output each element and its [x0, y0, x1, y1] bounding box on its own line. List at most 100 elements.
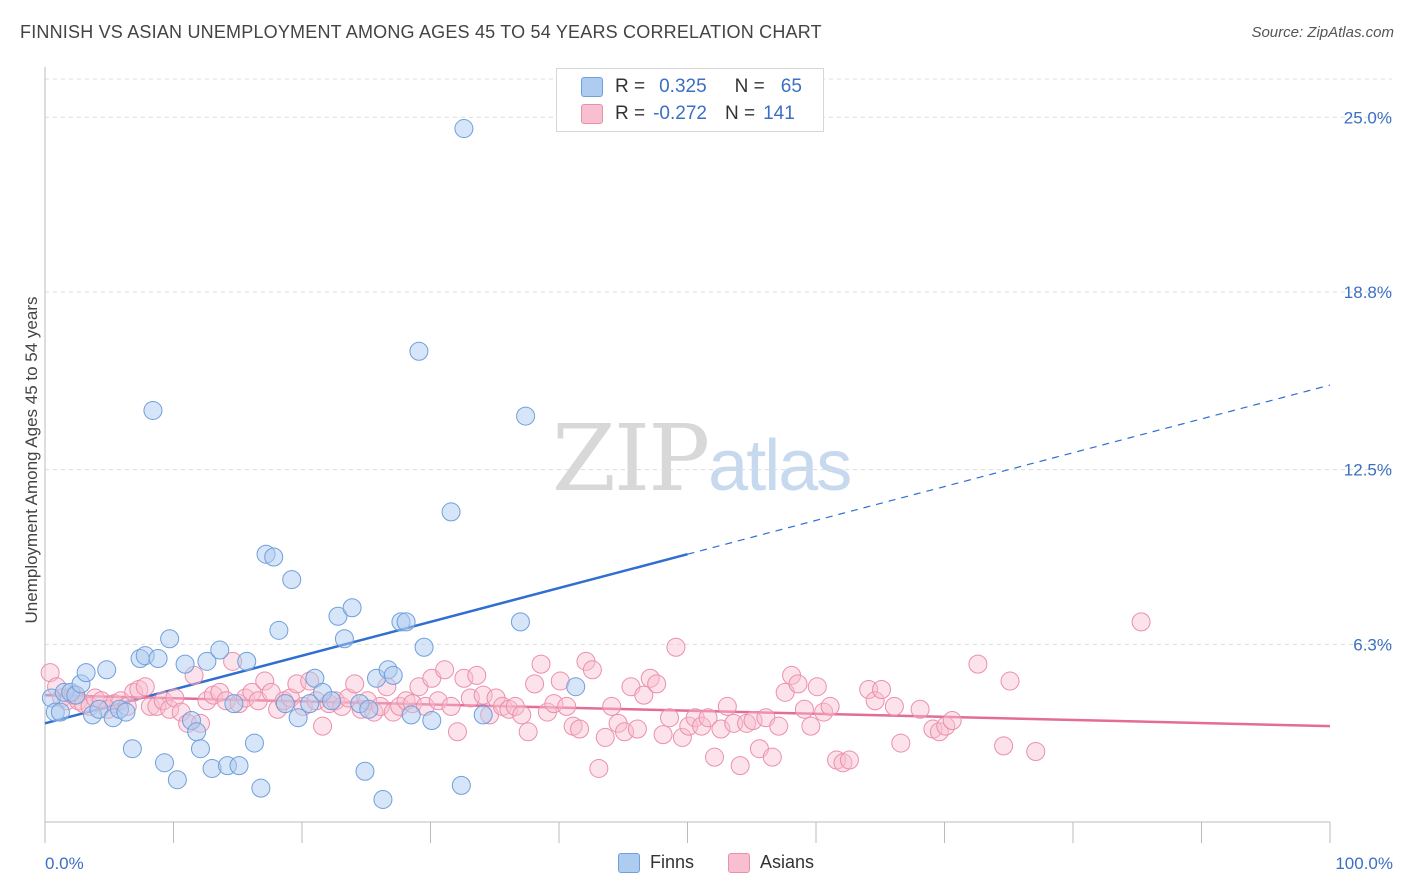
bottom-legend-finns: Finns	[618, 852, 694, 873]
finns-point	[175, 654, 195, 674]
watermark-zip: ZIP	[552, 405, 710, 512]
asians-point	[441, 696, 461, 716]
bottom-legend-asians: Asians	[728, 852, 814, 873]
asians-legend-swatch	[728, 852, 750, 873]
watermark-atlas: atlas	[708, 426, 852, 506]
finns-point	[510, 612, 530, 632]
asians-point	[994, 736, 1014, 756]
finns-point	[190, 739, 210, 759]
finns-point	[202, 758, 222, 778]
asians-n-label: N =	[724, 103, 756, 124]
tick-labels: 6.3% 12.5% 18.8% 25.0% 0.0% 100.0%	[45, 108, 1393, 873]
asians-point	[647, 674, 667, 694]
finns-point	[414, 637, 434, 657]
asians-point	[525, 674, 545, 694]
asians-point	[872, 680, 892, 700]
chart-title: FINNISH VS ASIAN UNEMPLOYMENT AMONG AGES…	[20, 22, 822, 42]
finns-point	[334, 629, 354, 649]
asians-point	[435, 660, 455, 680]
asians-point	[730, 756, 750, 776]
asians-point	[704, 747, 724, 767]
finns-point	[160, 629, 180, 649]
asians-point	[140, 696, 160, 716]
asians-point	[711, 719, 731, 739]
finns-point	[89, 699, 109, 719]
asians-r-label: R =	[615, 103, 646, 124]
finns-point	[197, 651, 217, 671]
asians-point	[653, 725, 673, 745]
finns-point	[275, 694, 295, 714]
asians-point	[666, 637, 686, 657]
finns-point	[441, 502, 461, 522]
finns-swatch	[581, 77, 603, 97]
asians-point	[512, 705, 532, 725]
asians-point	[794, 699, 814, 719]
finns-point	[373, 789, 393, 809]
asians-point	[660, 708, 680, 728]
asians-point	[698, 708, 718, 728]
finns-point	[422, 711, 442, 731]
finns-point	[116, 702, 136, 722]
asians-point	[557, 696, 577, 716]
asians-point	[165, 688, 185, 708]
finns-point	[288, 708, 308, 728]
finns-point	[224, 694, 244, 714]
finns-point	[454, 119, 474, 139]
finns-point	[566, 677, 586, 697]
asians-swatch	[581, 104, 603, 124]
finns-r-value: 0.325	[659, 76, 707, 97]
finns-point	[244, 733, 264, 753]
asians-point	[891, 733, 911, 753]
asians-point	[313, 716, 333, 736]
asians-point	[135, 677, 155, 697]
finns-point	[396, 612, 416, 632]
asians-point	[467, 665, 487, 685]
asians-point	[582, 660, 602, 680]
asians-point	[428, 691, 448, 711]
finns-point	[210, 640, 230, 660]
asians-point	[518, 722, 538, 742]
finns-point	[359, 699, 379, 719]
finns-point	[237, 651, 257, 671]
finns-trend-line	[44, 552, 688, 725]
finns-point	[269, 620, 289, 640]
asians-point	[255, 671, 275, 691]
asians-point	[602, 696, 622, 716]
asians-r-value: -0.272	[653, 103, 707, 124]
finns-r-label: R =	[615, 76, 646, 97]
finns-legend-label: Finns	[650, 852, 695, 872]
x-tick-label-max: 100.0%	[1335, 854, 1393, 873]
finns-point	[76, 663, 96, 683]
asians-point	[801, 716, 821, 736]
finns-point	[155, 753, 175, 773]
asians-point	[345, 674, 365, 694]
asians-point	[40, 663, 60, 683]
finns-point	[229, 756, 249, 776]
asians-point	[865, 691, 885, 711]
x-tick-label-min: 0.0%	[45, 854, 84, 873]
legend-row-finns: R = 0.325 N = 65	[581, 74, 802, 100]
finns-points	[41, 119, 586, 809]
finns-point	[251, 778, 271, 798]
finns-trend-extension	[687, 384, 1331, 555]
finns-n-value: 65	[780, 76, 802, 97]
asians-point	[717, 696, 737, 716]
y-tick-label: 12.5%	[1344, 461, 1392, 480]
asians-point	[1026, 742, 1046, 762]
finns-point	[148, 649, 168, 669]
legend-row-asians: R = -0.272 N = 141	[581, 101, 795, 127]
finns-point	[97, 660, 117, 680]
asians-point	[942, 711, 962, 731]
finns-point	[342, 598, 362, 618]
trend-lines	[44, 384, 1331, 728]
asians-point	[820, 696, 840, 716]
finns-point	[187, 722, 207, 742]
asians-point	[531, 654, 551, 674]
asians-point	[769, 716, 789, 736]
asians-point	[762, 747, 782, 767]
finns-point	[401, 705, 421, 725]
finns-point	[473, 705, 493, 725]
asians-point	[884, 696, 904, 716]
asians-point	[672, 727, 692, 747]
